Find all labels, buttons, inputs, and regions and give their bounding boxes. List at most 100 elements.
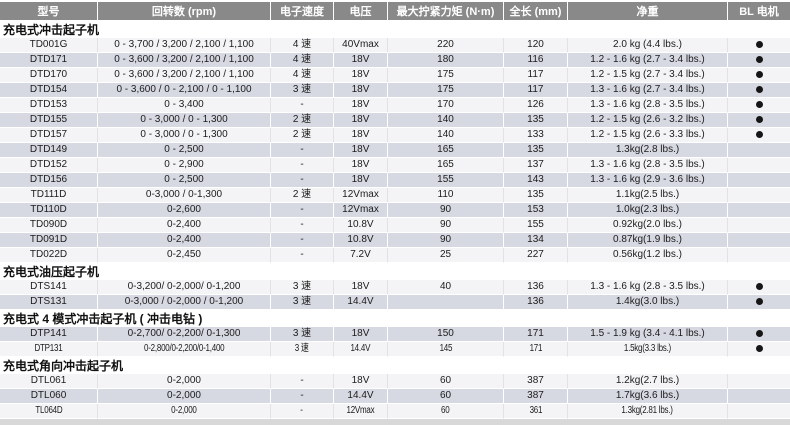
cell-text: 60 <box>441 405 450 416</box>
cell-torque: 155 <box>387 173 503 188</box>
cell-voltage: 18V <box>333 83 387 98</box>
cell-text: 2 速 <box>292 189 312 200</box>
cell-length: 117 <box>503 68 567 83</box>
table-row: TD091D 0-2,400 - 10.8V 90 134 0.87kg(1.9 lbs.) <box>0 233 790 248</box>
cell-bl <box>727 280 790 295</box>
table-row: DTL060 0-2,000 - 14.4V 60 387 1.7kg(3.6 lbs.) <box>0 389 790 404</box>
cell-bl <box>727 295 790 310</box>
cell-text: - <box>300 219 304 230</box>
cell-text: 140 <box>437 129 454 140</box>
cell-text: - <box>300 249 304 260</box>
cell-weight: 1.1kg(2.5 lbs.) <box>567 188 727 203</box>
cell-weight: 1.3 - 1.6 kg (2.8 - 3.5 lbs.) <box>567 280 727 295</box>
cell-text: 220 <box>437 39 454 50</box>
cell-torque: 90 <box>387 233 503 248</box>
cell-text: 1.3kg(2.8 lbs.) <box>615 144 680 155</box>
cell-text: 60 <box>439 375 452 386</box>
cell-voltage: 18V <box>333 98 387 113</box>
cell-text: 1.0kg(2.3 lbs.) <box>615 204 680 215</box>
cell-weight: 1.5kg(3.3 lbs.) <box>567 342 727 357</box>
cell-text: 0-2,400 <box>167 234 201 245</box>
cell-weight: 1.4kg(3.0 lbs.) <box>567 295 727 310</box>
cell-torque: 60 <box>387 374 503 389</box>
cell-text: DTD153 <box>29 99 68 110</box>
cell-text: 165 <box>437 144 454 155</box>
cell-text: 133 <box>527 129 544 140</box>
cell-weight: 1.3kg(2.8 lbs.) <box>567 143 727 158</box>
cell-text: 171 <box>529 343 542 354</box>
cell-voltage: 10.8V <box>333 233 387 248</box>
cell-text: 0 - 2,500 <box>164 144 204 155</box>
cell-text: 227 <box>527 249 544 260</box>
cell-text: 1.3kg(2.81 lbs.) <box>621 405 674 416</box>
cell-torque: 175 <box>387 68 503 83</box>
cell-text: 1.3 - 1.6 kg (2.8 - 3.5 lbs.) <box>590 99 705 110</box>
section-title: 充电式角向冲击起子机 <box>0 357 790 374</box>
cell-text: 12Vmax <box>346 405 375 416</box>
cell-rpm: 0-3,200/ 0-2,000/ 0-1,200 <box>97 280 270 295</box>
cell-text: 137 <box>527 159 544 170</box>
table-row: DTD154 0 - 3,600 / 0 - 2,100 / 0 - 1,100 3… <box>0 83 790 98</box>
cell-text: 1.7kg(3.6 lbs.) <box>615 390 680 401</box>
cell-text: - <box>300 159 304 170</box>
cell-text: 155 <box>527 219 544 230</box>
cell-speed: 4 速 <box>270 68 333 83</box>
cell-weight: 1.2kg(2.7 lbs.) <box>567 374 727 389</box>
cell-speed: - <box>270 173 333 188</box>
cell-model: DTD156 <box>0 173 97 188</box>
cell-voltage: 12Vmax <box>333 203 387 218</box>
cell-speed: - <box>270 218 333 233</box>
cell-bl <box>727 158 790 173</box>
table-row: DTD155 0 - 3,000 / 0 - 1,300 2 速 18V 140 135 1… <box>0 113 790 128</box>
cell-text: 18V <box>351 99 370 110</box>
cell-bl <box>727 83 790 98</box>
cell-text: 40Vmax <box>342 39 379 50</box>
bl-motor-dot <box>755 41 763 49</box>
cell-length: 135 <box>503 143 567 158</box>
cell-text: 3 速 <box>292 296 312 307</box>
bl-motor-dot <box>755 283 763 291</box>
cell-voltage: 18V <box>333 173 387 188</box>
cell-voltage: 18V <box>333 128 387 143</box>
cell-text: 0-2,000 <box>167 375 201 386</box>
cell-length: 136 <box>503 295 567 310</box>
section-title: 充电式 4 模式冲击起子机 ( 冲击电钻 ) <box>0 310 790 327</box>
cell-model: DTL061 <box>0 374 97 389</box>
cell-text: 0 - 3,600 / 3,200 / 2,100 / 1,100 <box>114 69 254 80</box>
cell-model: DTP131 <box>0 342 97 357</box>
cell-length: 135 <box>503 188 567 203</box>
cell-voltage: 18V <box>333 327 387 342</box>
cell-text: 0 - 3,600 / 3,200 / 2,100 / 1,100 <box>114 54 254 65</box>
cell-voltage: 7.2V <box>333 248 387 263</box>
cell-text: 175 <box>437 69 454 80</box>
cell-text: 1.2 - 1.5 kg (2.7 - 3.4 lbs.) <box>590 69 705 80</box>
cell-text: DTS131 <box>30 296 67 307</box>
bl-motor-dot <box>755 71 763 79</box>
cell-text: - <box>300 204 304 215</box>
cell-voltage: 18V <box>333 113 387 128</box>
cell-text: DTL061 <box>30 375 67 386</box>
cell-text: 18V <box>351 328 370 339</box>
cell-length: 155 <box>503 218 567 233</box>
cell-speed: 4 速 <box>270 53 333 68</box>
cell-length: 116 <box>503 53 567 68</box>
cell-rpm: 0-2,600 <box>97 203 270 218</box>
cell-model: DTD154 <box>0 83 97 98</box>
cell-torque: 25 <box>387 248 503 263</box>
cell-voltage: 18V <box>333 374 387 389</box>
cell-rpm: 0 - 3,600 / 0 - 2,100 / 0 - 1,100 <box>97 83 270 98</box>
column-header-torque: 最大拧紧力矩 (N·m) <box>387 2 503 21</box>
bl-motor-dot <box>755 330 763 338</box>
cell-text: - <box>300 405 304 416</box>
cell-length: 117 <box>503 83 567 98</box>
cell-text: 3 速 <box>295 343 309 354</box>
column-header-bl: BL 电机 <box>727 2 790 21</box>
bl-motor-dot <box>755 345 763 353</box>
cell-length: 143 <box>503 173 567 188</box>
cell-text: TD001G <box>29 39 68 50</box>
cell-text: DTD152 <box>29 159 68 170</box>
cell-speed: - <box>270 203 333 218</box>
cell-voltage: 18V <box>333 143 387 158</box>
cell-text: 117 <box>527 84 544 95</box>
